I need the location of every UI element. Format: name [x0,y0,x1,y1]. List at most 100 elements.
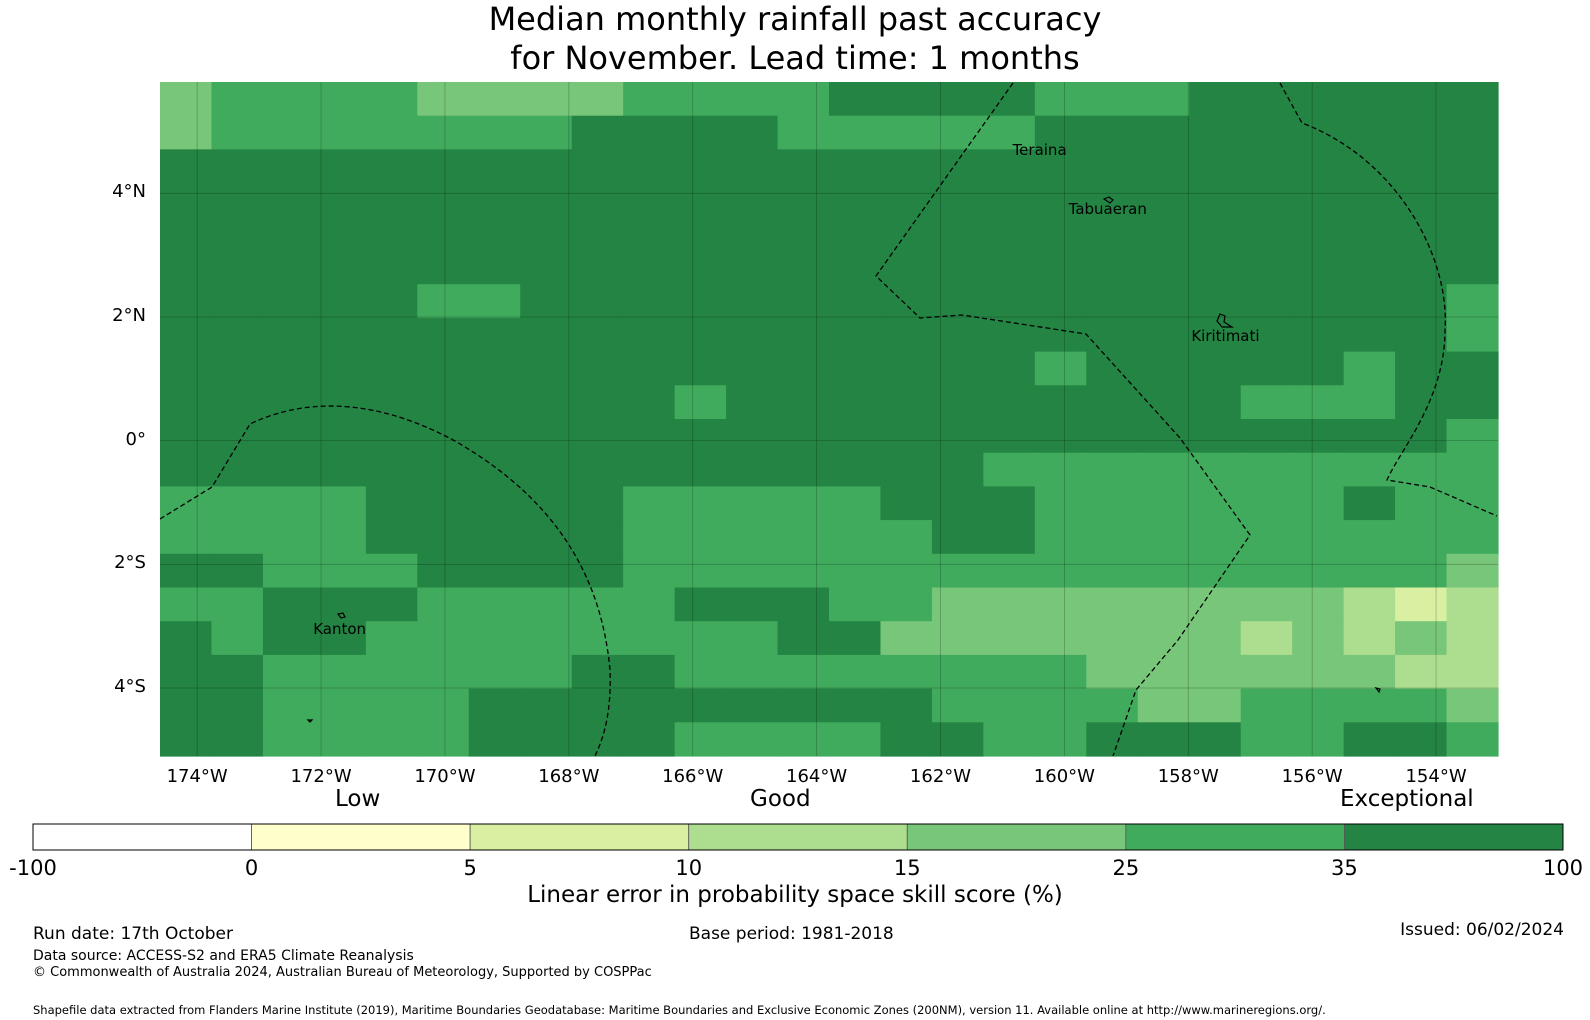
grid-cell [1189,688,1242,723]
grid-cell [1189,722,1242,757]
grid-cell [777,250,830,285]
grid-cell [983,587,1036,622]
grid-cell [520,587,573,622]
grid-cell [211,250,264,285]
grid-cell [931,351,984,386]
legend-swatch [1344,823,1564,851]
longitude-label: 162°W [909,766,972,787]
grid-cell [931,654,984,690]
grid-cell [1034,216,1087,252]
grid-cell [623,621,676,656]
grid-cell [211,486,264,521]
grid-cell [1292,452,1345,487]
grid-cell [571,520,624,555]
grid-cell [1343,621,1396,656]
legend-axis-label: Linear error in probability space skill … [527,882,1063,908]
grid-cell [571,317,624,353]
grid-cell [262,419,315,454]
grid-cell [829,587,882,622]
grid-cell [1086,82,1139,117]
grid-cell [777,115,830,150]
grid-cell [726,688,779,723]
grid-cell [1395,183,1448,218]
grid-cell [931,284,984,319]
grid-cell [262,553,315,589]
grid-cell [468,385,521,420]
grid-cell [829,419,882,454]
grid-cell [365,520,418,555]
grid-cell [726,183,779,218]
grid-cell [160,553,213,589]
eez-boundary-kiribati-line [875,82,1251,757]
grid-cell [520,351,573,386]
grid-cell [931,587,984,622]
grid-cell [1189,284,1242,319]
longitude-label: 170°W [414,766,476,787]
grid-cell [983,452,1036,487]
grid-cell [314,351,367,386]
grid-cell [983,250,1036,285]
latitude-label: 2°S [114,552,146,574]
grid-cell [571,216,624,252]
legend-category-low: Low [335,786,381,812]
grid-cell [1189,317,1242,353]
grid-cell [1395,284,1448,319]
grid-cell [520,82,573,117]
grid-cell [983,520,1036,555]
grid-cell [365,250,418,285]
grid-cell [520,284,573,319]
legend-boundary-label: 5 [463,856,477,880]
grid-cell [1137,317,1190,353]
grid-cell [1446,284,1499,319]
grid-cell [571,486,624,521]
grid-cell [1086,452,1139,487]
legend-boundary-label: 35 [1331,856,1358,880]
grid-cell [674,587,727,622]
grid-cell [211,587,264,622]
grid-cell [931,621,984,656]
grid-cell [1395,216,1448,252]
grid-cell [726,486,779,521]
longitude-label: 172°W [290,766,352,787]
grid-cell [1446,722,1499,757]
grid-cell [417,216,470,252]
grid-cell [829,317,882,353]
grid-cell [726,419,779,454]
grid-cell [468,216,521,252]
grid-cell [829,486,882,521]
grid-cell [417,654,470,690]
grid-cell [314,520,367,555]
grid-cell [1034,115,1087,150]
grid-cell [777,486,830,521]
grid-cell [674,351,727,386]
grid-cell [1137,654,1190,690]
grid-cell [1343,722,1396,757]
grid-cell [983,688,1036,723]
grid-cell [674,385,727,420]
grid-cell [1034,486,1087,521]
grid-cell [520,216,573,252]
grid-cell [1137,688,1190,723]
grid-cell [931,385,984,420]
grid-cell [777,452,830,487]
grid-cell [1240,115,1293,150]
grid-cell [211,621,264,656]
grid-cell [623,385,676,420]
grid-cell [417,587,470,622]
grid-cell [211,553,264,589]
legend-boundary-label: 15 [893,856,921,880]
grid-cell [880,149,933,184]
grid-cell [1086,317,1139,353]
grid-cell [1086,486,1139,521]
title-line-1: Median monthly rainfall past accuracy [488,0,1102,38]
legend-swatch [469,823,690,851]
grid-cell [417,486,470,521]
grid-cell [726,452,779,487]
grid-cell [1343,688,1396,723]
grid-cell [1086,520,1139,555]
grid-cell [1446,351,1499,386]
grid-cell [314,419,367,454]
islands [306,196,1381,723]
grid-cell [880,688,933,723]
